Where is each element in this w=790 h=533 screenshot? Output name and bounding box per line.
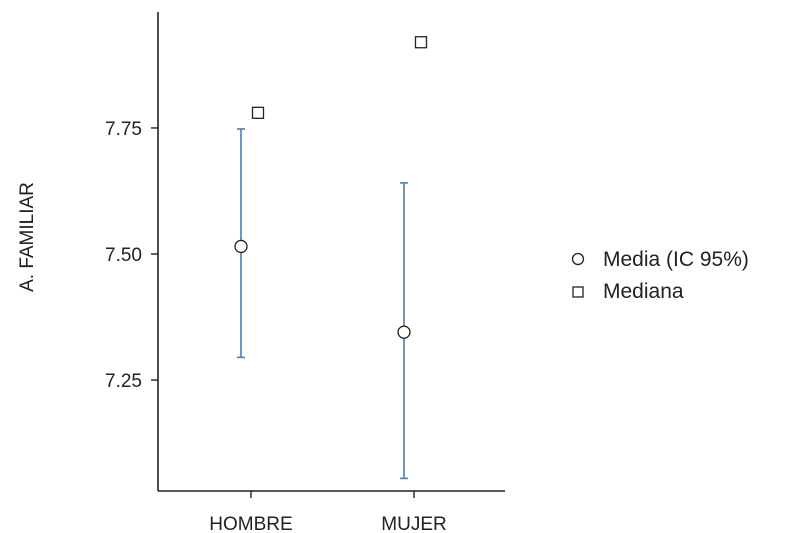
legend-mean-label: Media (IC 95%) <box>603 248 749 271</box>
x-ticks: HOMBRE MUJER <box>209 491 447 533</box>
y-tick-label: 7.75 <box>105 119 142 140</box>
mean-markers <box>234 239 411 339</box>
y-tick-label: 7.25 <box>105 371 142 392</box>
median-marker <box>251 106 265 119</box>
legend-mean-marker <box>571 252 585 266</box>
mean-marker <box>397 325 411 339</box>
x-tick-label: HOMBRE <box>209 514 292 533</box>
x-tick-label: MUJER <box>381 514 446 533</box>
legend: Media (IC 95%) Mediana <box>571 248 749 303</box>
mean-marker <box>234 239 248 254</box>
legend-median-marker <box>572 286 584 298</box>
legend-median-label: Mediana <box>603 280 684 303</box>
y-axis-title: A. FAMILIAR <box>17 182 38 292</box>
median-markers <box>251 36 428 119</box>
y-ticks: 7.25 7.50 7.75 <box>105 119 158 392</box>
error-bars <box>237 128 408 480</box>
median-marker <box>414 36 428 49</box>
y-tick-label: 7.50 <box>105 245 142 266</box>
